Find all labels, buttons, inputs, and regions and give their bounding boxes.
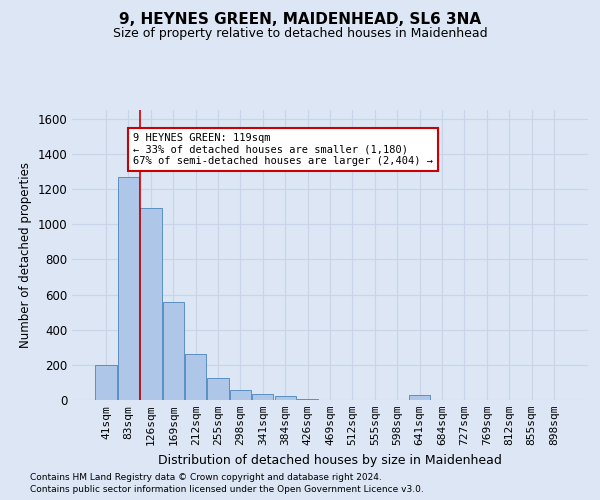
Text: Contains public sector information licensed under the Open Government Licence v3: Contains public sector information licen…	[30, 485, 424, 494]
Y-axis label: Number of detached properties: Number of detached properties	[19, 162, 32, 348]
Bar	[185, 354, 206, 400]
Bar	[95, 365, 117, 400]
Bar	[297, 399, 318, 400]
Bar	[118, 177, 139, 400]
Text: 9 HEYNES GREEN: 119sqm
← 33% of detached houses are smaller (1,180)
67% of semi-: 9 HEYNES GREEN: 119sqm ← 33% of detached…	[133, 133, 433, 166]
Bar	[208, 378, 229, 400]
X-axis label: Distribution of detached houses by size in Maidenhead: Distribution of detached houses by size …	[158, 454, 502, 466]
Text: Size of property relative to detached houses in Maidenhead: Size of property relative to detached ho…	[113, 28, 487, 40]
Bar	[140, 208, 161, 400]
Bar	[163, 302, 184, 400]
Text: Contains HM Land Registry data © Crown copyright and database right 2024.: Contains HM Land Registry data © Crown c…	[30, 472, 382, 482]
Bar	[230, 390, 251, 400]
Bar	[275, 396, 296, 400]
Bar	[252, 394, 274, 400]
Text: 9, HEYNES GREEN, MAIDENHEAD, SL6 3NA: 9, HEYNES GREEN, MAIDENHEAD, SL6 3NA	[119, 12, 481, 28]
Bar	[409, 394, 430, 400]
